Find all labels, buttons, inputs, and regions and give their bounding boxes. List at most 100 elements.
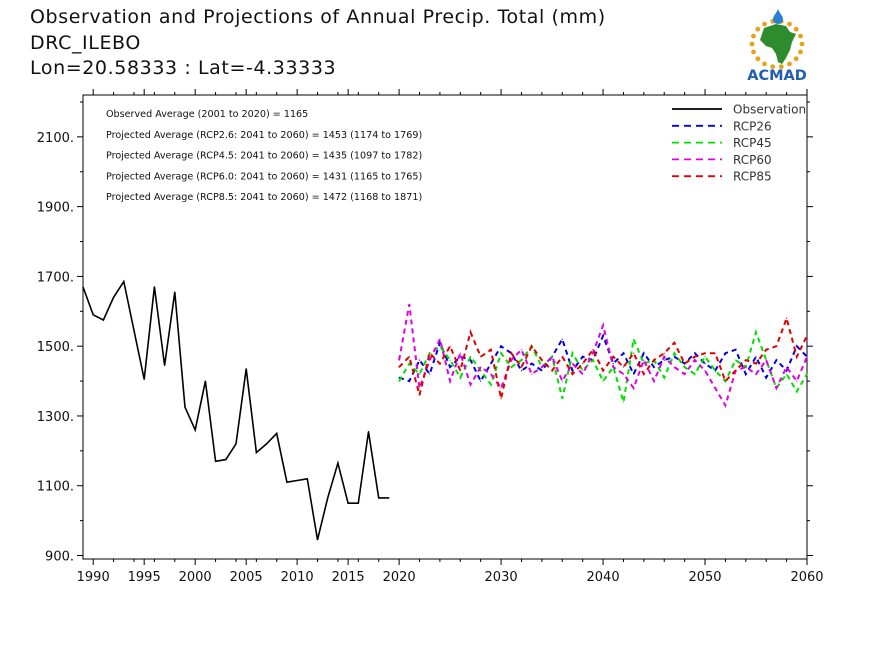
data-point	[102, 319, 104, 321]
data-point	[612, 363, 614, 365]
data-point	[112, 296, 115, 298]
data-point	[204, 380, 206, 382]
y-tick-label: 900.	[45, 550, 74, 565]
data-point	[500, 387, 502, 389]
data-point	[561, 380, 563, 382]
station-coordinates: Lon=20.58333 : Lat=-4.33333	[30, 57, 337, 79]
data-point	[673, 352, 676, 354]
x-tick-label: 2020	[383, 570, 416, 585]
data-point	[133, 329, 135, 332]
annotation-line: Observed Average (2001 to 2020) = 1165	[106, 109, 308, 120]
data-point	[347, 502, 349, 504]
data-point	[653, 366, 655, 368]
x-tick-label: 1995	[128, 570, 161, 585]
series-line-rcp85	[398, 314, 808, 399]
data-point	[276, 432, 278, 435]
data-point	[378, 497, 380, 499]
series-line-observation	[82, 279, 389, 540]
data-point	[663, 356, 665, 358]
data-point	[510, 366, 512, 368]
data-point	[571, 370, 574, 372]
data-point	[704, 352, 706, 354]
data-point	[765, 349, 767, 351]
data-point	[622, 401, 625, 403]
logo-ray	[770, 64, 776, 70]
data-point	[745, 359, 747, 361]
data-point	[704, 363, 706, 365]
data-point	[286, 481, 288, 483]
data-point	[123, 281, 125, 283]
legend-label-rcp85: RCP85	[733, 170, 772, 184]
axis-tick-labels: 900. 1100. 1300. 1500. 1700. 1900. 2100. 1990 19…	[37, 131, 824, 585]
data-point	[745, 366, 747, 368]
data-point	[429, 373, 431, 375]
data-point	[439, 345, 441, 347]
chart-title: Observation and Projections of Annual Pr…	[30, 6, 606, 28]
data-point	[735, 359, 737, 361]
annotation-line: Projected Average (RCP2.6: 2041 to 2060)…	[106, 130, 422, 141]
data-point	[694, 356, 696, 358]
data-point	[510, 352, 512, 354]
data-point	[480, 380, 482, 382]
data-point	[500, 397, 502, 400]
data-point	[582, 370, 584, 372]
acmad-logo: ACMAD	[747, 9, 807, 84]
data-point	[592, 359, 594, 361]
data-point	[490, 363, 492, 365]
y-tick-label: 1500.	[37, 340, 74, 355]
data-point	[704, 356, 706, 358]
data-point	[765, 359, 767, 361]
logo-ray	[751, 33, 756, 39]
data-point	[459, 376, 461, 379]
data-point	[765, 376, 767, 379]
x-tick-label: 2000	[179, 570, 212, 585]
data-point	[714, 352, 716, 354]
data-point	[735, 370, 737, 372]
data-point	[684, 373, 686, 375]
data-point	[704, 370, 706, 372]
data-point	[643, 352, 645, 354]
data-point	[163, 364, 166, 366]
data-point	[786, 373, 788, 375]
data-point	[357, 502, 359, 504]
data-point	[143, 378, 145, 380]
data-point	[622, 352, 625, 354]
data-point	[602, 370, 604, 372]
station-name: DRC_ILEBO	[30, 32, 141, 54]
data-point	[408, 303, 410, 305]
data-point	[541, 370, 543, 372]
data-point	[265, 443, 268, 445]
data-point	[775, 345, 778, 347]
x-tick-label: 2030	[485, 570, 518, 585]
data-point	[571, 363, 574, 365]
data-point	[673, 342, 676, 344]
data-point	[82, 286, 84, 288]
data-point	[643, 359, 645, 361]
data-point	[214, 460, 217, 462]
data-point	[653, 380, 655, 382]
data-point	[449, 366, 451, 368]
data-point	[520, 349, 523, 351]
data-point	[551, 370, 553, 372]
data-point	[194, 429, 196, 431]
data-point	[174, 291, 176, 293]
data-point	[755, 373, 757, 375]
x-tick-label: 2060	[790, 570, 823, 585]
data-point	[388, 497, 390, 499]
data-point	[480, 356, 482, 358]
data-point	[571, 373, 574, 375]
data-point	[531, 363, 533, 365]
data-point	[622, 366, 625, 368]
data-point	[745, 373, 747, 375]
data-point	[429, 359, 431, 361]
x-tick-label: 2015	[332, 570, 365, 585]
data-point	[408, 380, 410, 382]
data-point	[582, 356, 584, 358]
data-point	[418, 387, 421, 389]
axis-ticks	[77, 89, 813, 565]
data-point	[510, 359, 512, 361]
data-point	[184, 406, 186, 408]
data-point	[724, 404, 727, 407]
data-point	[337, 462, 339, 464]
